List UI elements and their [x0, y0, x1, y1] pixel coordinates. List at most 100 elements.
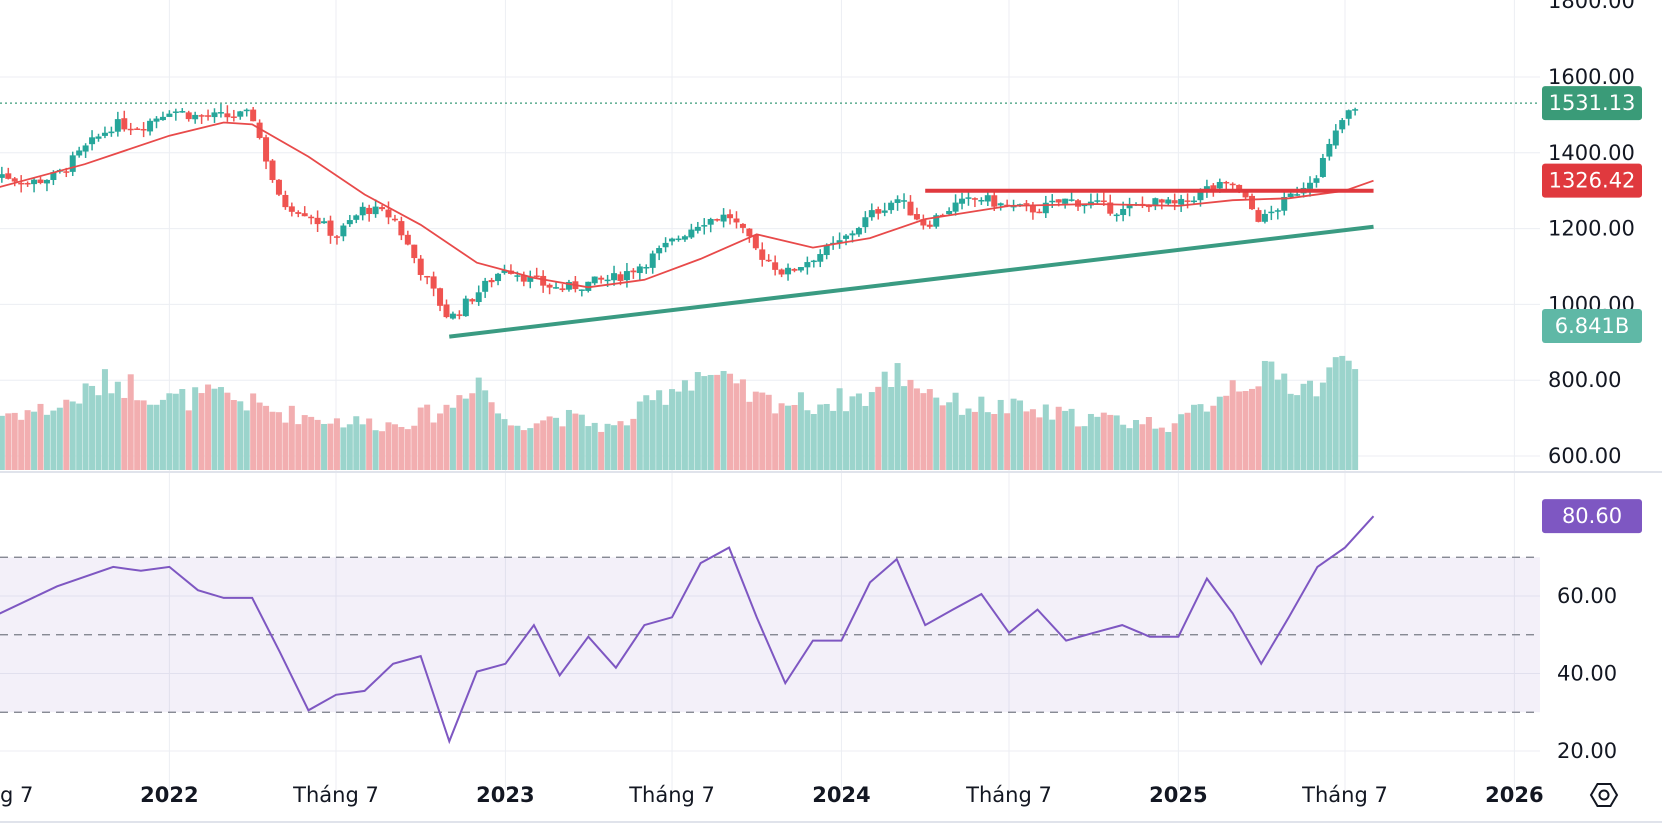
candle-body[interactable] [984, 195, 991, 202]
candle-body[interactable] [971, 198, 978, 200]
candle-body[interactable] [50, 172, 57, 181]
candle-body[interactable] [849, 233, 856, 236]
candle-body[interactable] [230, 116, 237, 118]
candle-body[interactable] [1274, 210, 1281, 212]
candle-body[interactable] [1184, 200, 1191, 202]
candle-body[interactable] [688, 229, 695, 238]
candle-body[interactable] [1223, 181, 1230, 184]
candle-body[interactable] [385, 209, 392, 218]
candle-body[interactable] [656, 248, 663, 254]
candle-body[interactable] [1023, 203, 1030, 205]
candle-body[interactable] [82, 145, 89, 152]
candle-body[interactable] [140, 128, 147, 131]
candle-body[interactable] [591, 276, 598, 284]
candle-body[interactable] [501, 270, 508, 273]
candle-body[interactable] [623, 271, 630, 281]
candle-body[interactable] [372, 206, 379, 215]
candle-body[interactable] [1029, 205, 1036, 213]
candle-body[interactable] [1287, 193, 1294, 198]
candle-body[interactable] [1100, 200, 1107, 203]
candle-body[interactable] [540, 275, 547, 286]
candle-body[interactable] [920, 219, 927, 226]
candle-body[interactable] [243, 109, 250, 112]
candle-body[interactable] [1042, 202, 1049, 214]
candle-body[interactable] [959, 198, 966, 204]
candle-body[interactable] [263, 137, 270, 162]
candle-body[interactable] [843, 235, 850, 239]
candle-body[interactable] [379, 207, 386, 210]
price-candles[interactable] [0, 103, 1359, 320]
candle-body[interactable] [76, 150, 83, 156]
candle-body[interactable] [211, 112, 218, 118]
price-overlays[interactable] [0, 102, 1540, 339]
candle-body[interactable] [907, 201, 914, 216]
candle-body[interactable] [662, 242, 669, 248]
candle-body[interactable] [18, 182, 25, 185]
candle-body[interactable] [1081, 204, 1088, 207]
candle-body[interactable] [933, 215, 940, 227]
candle-body[interactable] [1113, 214, 1120, 217]
candle-body[interactable] [449, 313, 456, 319]
candle-body[interactable] [1049, 200, 1056, 203]
candle-body[interactable] [617, 274, 624, 281]
moving-average-line[interactable] [0, 121, 1374, 289]
candle-body[interactable] [469, 299, 476, 302]
candle-body[interactable] [675, 238, 682, 241]
candle-body[interactable] [359, 206, 366, 216]
candle-body[interactable] [559, 288, 566, 291]
candle-body[interactable] [746, 228, 753, 237]
candle-body[interactable] [1216, 181, 1223, 189]
candle-body[interactable] [817, 254, 824, 262]
candle-body[interactable] [913, 214, 920, 220]
candle-body[interactable] [643, 266, 650, 269]
candle-body[interactable] [256, 122, 263, 138]
candle-body[interactable] [95, 136, 102, 139]
candle-body[interactable] [1178, 198, 1185, 205]
candle-body[interactable] [772, 262, 779, 270]
candle-body[interactable] [308, 216, 315, 219]
candle-body[interactable] [89, 137, 96, 145]
candle-body[interactable] [1352, 109, 1359, 111]
candle-body[interactable] [288, 206, 295, 212]
rsi-plot[interactable] [0, 515, 1375, 745]
candle-body[interactable] [1165, 199, 1172, 204]
candle-body[interactable] [424, 275, 431, 278]
candle-body[interactable] [527, 276, 534, 282]
candle-body[interactable] [952, 202, 959, 212]
candle-body[interactable] [153, 118, 160, 122]
candle-body[interactable] [965, 197, 972, 199]
support-trend-line[interactable] [449, 224, 1374, 339]
candle-body[interactable] [159, 116, 166, 121]
candle-body[interactable] [430, 276, 437, 289]
candle-body[interactable] [192, 114, 199, 120]
candle-body[interactable] [275, 179, 282, 195]
candle-body[interactable] [785, 267, 792, 275]
candle-body[interactable] [1094, 200, 1101, 202]
candle-body[interactable] [778, 269, 785, 275]
candle-body[interactable] [810, 260, 817, 263]
candle-body[interactable] [759, 249, 766, 260]
candle-body[interactable] [1307, 182, 1314, 189]
candle-body[interactable] [205, 115, 212, 117]
candle-body[interactable] [1339, 120, 1346, 130]
candle-body[interactable] [327, 220, 334, 236]
candle-body[interactable] [495, 273, 502, 282]
candle-body[interactable] [69, 155, 76, 172]
candle-body[interactable] [991, 195, 998, 207]
candle-body[interactable] [353, 215, 360, 220]
candle-body[interactable] [791, 268, 798, 271]
candle-body[interactable] [598, 277, 605, 280]
candle-body[interactable] [5, 173, 12, 179]
candle-body[interactable] [533, 275, 540, 278]
candle-body[interactable] [224, 113, 231, 118]
candle-body[interactable] [411, 244, 418, 259]
candle-body[interactable] [1319, 157, 1326, 177]
candle-body[interactable] [1268, 211, 1275, 214]
candle-body[interactable] [198, 115, 205, 117]
candle-body[interactable] [997, 203, 1004, 206]
candle-body[interactable] [166, 113, 173, 117]
candle-body[interactable] [733, 218, 740, 223]
candle-body[interactable] [1255, 210, 1262, 222]
candle-body[interactable] [488, 280, 495, 283]
candle-body[interactable] [894, 199, 901, 203]
